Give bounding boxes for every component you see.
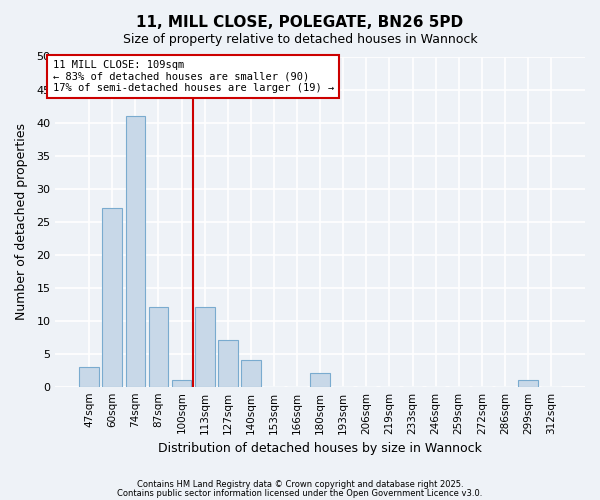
Bar (218, 340, 238, 386)
Y-axis label: Number of detached properties: Number of detached properties (15, 123, 28, 320)
Bar (195, 308, 215, 386)
Bar (103, 208, 122, 386)
Bar (149, 308, 169, 386)
X-axis label: Distribution of detached houses by size in Wannock: Distribution of detached houses by size … (158, 442, 482, 455)
Bar (241, 360, 260, 386)
Text: Contains public sector information licensed under the Open Government Licence v3: Contains public sector information licen… (118, 488, 482, 498)
Text: Size of property relative to detached houses in Wannock: Size of property relative to detached ho… (122, 32, 478, 46)
Bar (79, 367, 99, 386)
Text: 11, MILL CLOSE, POLEGATE, BN26 5PD: 11, MILL CLOSE, POLEGATE, BN26 5PD (136, 15, 464, 30)
Bar (125, 116, 145, 386)
Bar (310, 374, 330, 386)
Text: Contains HM Land Registry data © Crown copyright and database right 2025.: Contains HM Land Registry data © Crown c… (137, 480, 463, 489)
Bar (172, 380, 191, 386)
Bar (518, 380, 538, 386)
Text: 11 MILL CLOSE: 109sqm
← 83% of detached houses are smaller (90)
17% of semi-deta: 11 MILL CLOSE: 109sqm ← 83% of detached … (53, 60, 334, 93)
